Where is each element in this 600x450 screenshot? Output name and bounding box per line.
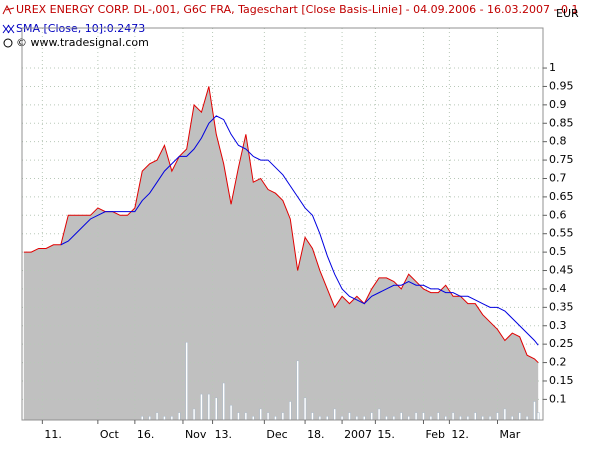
y-tick-label: 0.3 <box>549 319 567 332</box>
y-tick-label: 0.85 <box>549 116 574 129</box>
x-tick-label: 16. <box>137 428 155 441</box>
x-tick-label: 15. <box>377 428 395 441</box>
y-tick-label: 0.9 <box>549 98 567 111</box>
volume-bar <box>170 416 174 421</box>
volume-bar <box>355 416 359 421</box>
plot-frame <box>21 27 544 421</box>
volume-bar <box>259 408 262 421</box>
volume-bar <box>311 412 314 421</box>
y-tick-label: 0.65 <box>549 190 574 203</box>
volume-bar <box>326 416 329 421</box>
volume-bar <box>451 412 455 421</box>
volume-bar <box>536 412 540 421</box>
volume-bar <box>518 412 521 421</box>
volume-bar <box>155 412 159 421</box>
y-tick-label: 1 <box>549 61 556 74</box>
sma-line <box>60 115 539 346</box>
volume-bar <box>244 412 248 421</box>
volume-bar <box>474 412 477 421</box>
volume-bar <box>274 416 277 421</box>
y-tick-label: 0.15 <box>549 374 574 387</box>
x-tick-label: Mar <box>499 428 520 441</box>
volume-bar <box>178 412 181 421</box>
volume-bar <box>289 401 292 421</box>
volume-bar <box>444 416 447 421</box>
volume-bar <box>377 408 381 421</box>
volume-bar <box>252 416 255 421</box>
x-tick-label: Feb <box>425 428 444 441</box>
volume-bar <box>525 416 529 421</box>
volume-bar <box>459 416 462 421</box>
y-tick-label: 0.8 <box>549 135 567 148</box>
volume-bar <box>200 393 203 421</box>
volume-bar <box>148 416 151 421</box>
x-tick-label: Dec <box>266 428 287 441</box>
y-tick-label: 0.95 <box>549 79 574 92</box>
volume-bar <box>392 416 396 421</box>
volume-bar <box>488 416 492 421</box>
credit: © www.tradesignal.com <box>16 36 149 49</box>
x-tick-label: 11. <box>44 428 62 441</box>
x-tick-label: 12. <box>451 428 469 441</box>
volume-bar <box>296 360 299 421</box>
volume-bar <box>422 412 425 421</box>
volume-bar <box>466 416 470 421</box>
y-tick-label: 0.55 <box>549 227 574 240</box>
volume-bar <box>237 412 240 421</box>
volume-bar <box>437 412 440 421</box>
currency: EUR <box>556 7 579 20</box>
x-tick-label: 2007 <box>344 428 372 441</box>
y-tick-label: 0.5 <box>549 245 567 258</box>
volume-bar <box>229 404 233 421</box>
volume-bar <box>318 416 322 421</box>
volume-bar <box>141 416 144 421</box>
volume-bar <box>163 416 166 421</box>
x-tick-label: Nov <box>185 428 207 441</box>
y-tick-label: 0.75 <box>549 153 574 166</box>
volume-bar <box>503 408 507 421</box>
volume-bar <box>407 416 410 421</box>
volume-bar <box>303 397 307 421</box>
legend-price: UREX ENERGY CORP. DL-,001, G6C FRA, Tage… <box>16 3 579 16</box>
price-area <box>23 86 539 421</box>
volume-bar <box>281 412 285 421</box>
volume-bar <box>429 416 433 421</box>
y-tick-label: 0.25 <box>549 337 574 350</box>
volume-bar <box>215 397 218 421</box>
x-tick-label: 18. <box>307 428 325 441</box>
y-tick-label: 0.1 <box>549 392 567 405</box>
volume-bar <box>185 342 188 421</box>
volume-bar <box>496 412 499 421</box>
series-icon <box>2 4 15 15</box>
y-tick-label: 0.2 <box>549 356 567 369</box>
volume-bar <box>207 393 211 421</box>
y-tick-label: 0.6 <box>549 208 567 221</box>
volume-bar <box>333 408 336 421</box>
y-tick-label: 0.7 <box>549 171 567 184</box>
volume-bar <box>370 412 373 421</box>
y-tick-label: 0.4 <box>549 282 567 295</box>
volume-bar <box>511 416 514 421</box>
x-tick-label: 13. <box>215 428 233 441</box>
volume-bar <box>348 412 351 421</box>
volume-bar <box>363 416 366 421</box>
credit-icon <box>3 38 13 48</box>
volume-bar <box>400 412 403 421</box>
volume-bar <box>481 416 484 421</box>
volume-bar <box>266 412 270 421</box>
volume-bar <box>533 401 536 421</box>
y-tick-label: 0.35 <box>549 300 574 313</box>
sma-icon <box>2 24 15 34</box>
y-tick-label: 0.45 <box>549 264 574 277</box>
volume-bar <box>385 416 388 421</box>
volume-bar <box>414 412 418 421</box>
x-tick-label: Oct <box>100 428 120 441</box>
volume-bar <box>192 408 196 421</box>
volume-bar <box>340 416 344 421</box>
volume-bar <box>222 382 225 421</box>
